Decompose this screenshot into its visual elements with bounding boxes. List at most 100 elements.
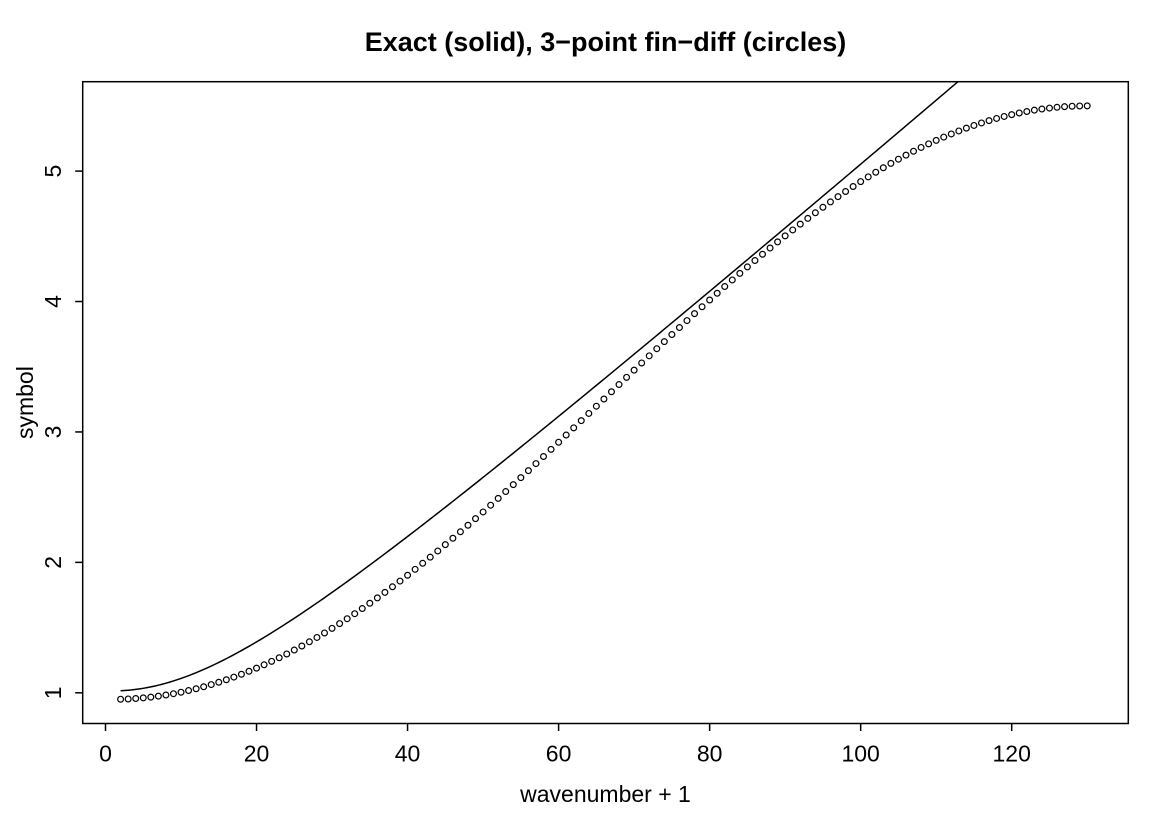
data-point-circle bbox=[162, 691, 170, 699]
data-point-circle bbox=[169, 690, 177, 698]
data-point-circle bbox=[1030, 106, 1038, 114]
axis-ticks bbox=[75, 170, 1013, 731]
data-point-circle bbox=[592, 402, 600, 410]
data-point-circle bbox=[222, 676, 230, 684]
x-tick-label: 0 bbox=[99, 741, 112, 767]
data-point-circle bbox=[894, 155, 902, 163]
y-tick-label: 3 bbox=[40, 426, 66, 439]
y-axis-label: symbol bbox=[12, 366, 38, 439]
plot-box bbox=[81, 80, 1130, 725]
data-point-circle bbox=[260, 661, 268, 669]
data-point-circle bbox=[577, 417, 585, 425]
data-point-circle bbox=[879, 164, 887, 172]
data-point-circle bbox=[464, 521, 472, 529]
data-point-circle bbox=[691, 310, 699, 318]
data-point-circle bbox=[645, 352, 653, 360]
data-point-circle bbox=[600, 395, 608, 403]
data-point-circle bbox=[1083, 102, 1091, 110]
data-point-circle bbox=[698, 303, 706, 311]
data-point-circle bbox=[1015, 109, 1023, 117]
data-point-circle bbox=[607, 388, 615, 396]
data-point-circle bbox=[290, 646, 298, 654]
data-point-circle bbox=[758, 250, 766, 258]
data-point-circle bbox=[728, 276, 736, 284]
x-tick-label: 60 bbox=[546, 741, 572, 767]
data-point-circle bbox=[940, 133, 948, 141]
data-point-circle bbox=[819, 203, 827, 211]
data-point-circle bbox=[796, 220, 804, 228]
data-point-circle bbox=[932, 136, 940, 144]
data-point-circle bbox=[1038, 105, 1046, 113]
data-point-circle bbox=[132, 695, 140, 703]
data-point-circle bbox=[411, 565, 419, 573]
data-point-circle bbox=[826, 198, 834, 206]
data-point-circle bbox=[124, 695, 132, 703]
data-point-circle bbox=[902, 151, 910, 159]
data-point-circle bbox=[321, 629, 329, 637]
data-point-circle bbox=[351, 610, 359, 618]
data-point-circle bbox=[653, 345, 661, 353]
data-point-circle bbox=[509, 481, 517, 489]
data-point-circle bbox=[472, 515, 480, 523]
data-point-circle bbox=[419, 559, 427, 567]
data-point-circle bbox=[404, 571, 412, 579]
data-point-circle bbox=[479, 508, 487, 516]
data-point-circle bbox=[253, 664, 261, 672]
data-point-circle bbox=[925, 140, 933, 148]
data-point-circle bbox=[547, 445, 555, 453]
x-tick-label: 120 bbox=[993, 741, 1031, 767]
data-point-circle bbox=[449, 534, 457, 542]
data-point-circle bbox=[275, 654, 283, 662]
data-point-circle bbox=[456, 528, 464, 536]
data-point-circle bbox=[781, 232, 789, 240]
data-point-circle bbox=[993, 114, 1001, 122]
data-point-circle bbox=[630, 366, 638, 374]
data-point-circle bbox=[207, 681, 215, 689]
axis-tick-labels: 0 20 40 60 80 100 120 1 2 3 4 5 bbox=[40, 165, 1031, 767]
data-point-circle bbox=[721, 283, 729, 291]
data-point-circle bbox=[1061, 103, 1069, 111]
data-point-circle bbox=[1045, 104, 1053, 112]
data-point-circle bbox=[910, 147, 918, 155]
data-point-circle bbox=[743, 263, 751, 271]
x-tick-label: 40 bbox=[395, 741, 421, 767]
data-point-circle bbox=[1008, 111, 1016, 119]
data-point-circle bbox=[834, 193, 842, 201]
data-point-circle bbox=[985, 117, 993, 125]
data-point-circle bbox=[864, 173, 872, 181]
data-point-circle bbox=[328, 624, 336, 632]
data-point-circle bbox=[1000, 112, 1008, 120]
data-point-circle bbox=[305, 638, 313, 646]
data-point-circle bbox=[237, 670, 245, 678]
data-point-circle bbox=[789, 226, 797, 234]
data-point-circle bbox=[298, 642, 306, 650]
data-point-circle bbox=[230, 673, 238, 681]
data-point-circle bbox=[283, 650, 291, 658]
data-point-circle bbox=[192, 685, 200, 693]
data-point-circle bbox=[343, 615, 351, 623]
x-tick-label: 100 bbox=[841, 741, 879, 767]
data-point-circle bbox=[381, 588, 389, 596]
data-point-circle bbox=[373, 594, 381, 602]
data-point-circle bbox=[336, 620, 344, 628]
x-axis-label: wavenumber + 1 bbox=[519, 781, 691, 807]
data-point-circle bbox=[388, 583, 396, 591]
data-point-circle bbox=[774, 238, 782, 246]
data-point-circle bbox=[177, 688, 185, 696]
data-point-circle bbox=[970, 121, 978, 129]
data-point-circle bbox=[751, 257, 759, 265]
data-point-circle bbox=[139, 694, 147, 702]
data-point-circle bbox=[494, 494, 502, 502]
y-tick-label: 1 bbox=[40, 686, 66, 699]
data-point-circle bbox=[977, 119, 985, 127]
data-point-circle bbox=[962, 124, 970, 132]
data-point-circle bbox=[675, 324, 683, 332]
data-point-circle bbox=[917, 143, 925, 151]
data-point-circle bbox=[366, 599, 374, 607]
data-point-circle bbox=[1068, 102, 1076, 110]
x-tick-label: 20 bbox=[244, 741, 270, 767]
data-point-circle bbox=[585, 409, 593, 417]
data-point-circle bbox=[147, 693, 155, 701]
data-point-circle bbox=[623, 373, 631, 381]
